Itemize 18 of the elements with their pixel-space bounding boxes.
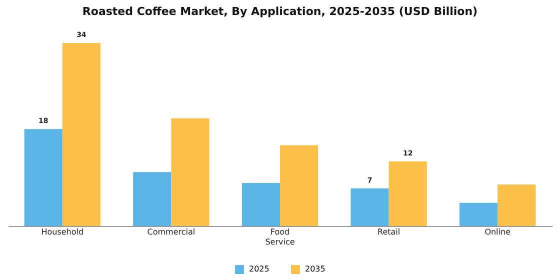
bar (388, 161, 427, 226)
x-tick-label: Online (484, 228, 511, 236)
chart-title: Roasted Coffee Market, By Application, 2025-2035 (USD Billion) (82, 5, 478, 18)
bar (171, 118, 210, 226)
bar (133, 172, 172, 226)
bar (242, 182, 280, 226)
x-tick-label: Household (41, 228, 84, 236)
bar (460, 202, 498, 226)
bar (350, 188, 389, 226)
bar (62, 43, 100, 226)
x-tick-label: Commercial (147, 228, 196, 236)
bar (24, 129, 62, 226)
bar (498, 184, 536, 226)
x-tick-label: Food Service (265, 228, 295, 246)
bar (280, 145, 318, 226)
legend-label: 2035 (305, 264, 326, 274)
x-tick-label: Retail (377, 228, 400, 236)
legend-label: 2025 (249, 264, 270, 274)
